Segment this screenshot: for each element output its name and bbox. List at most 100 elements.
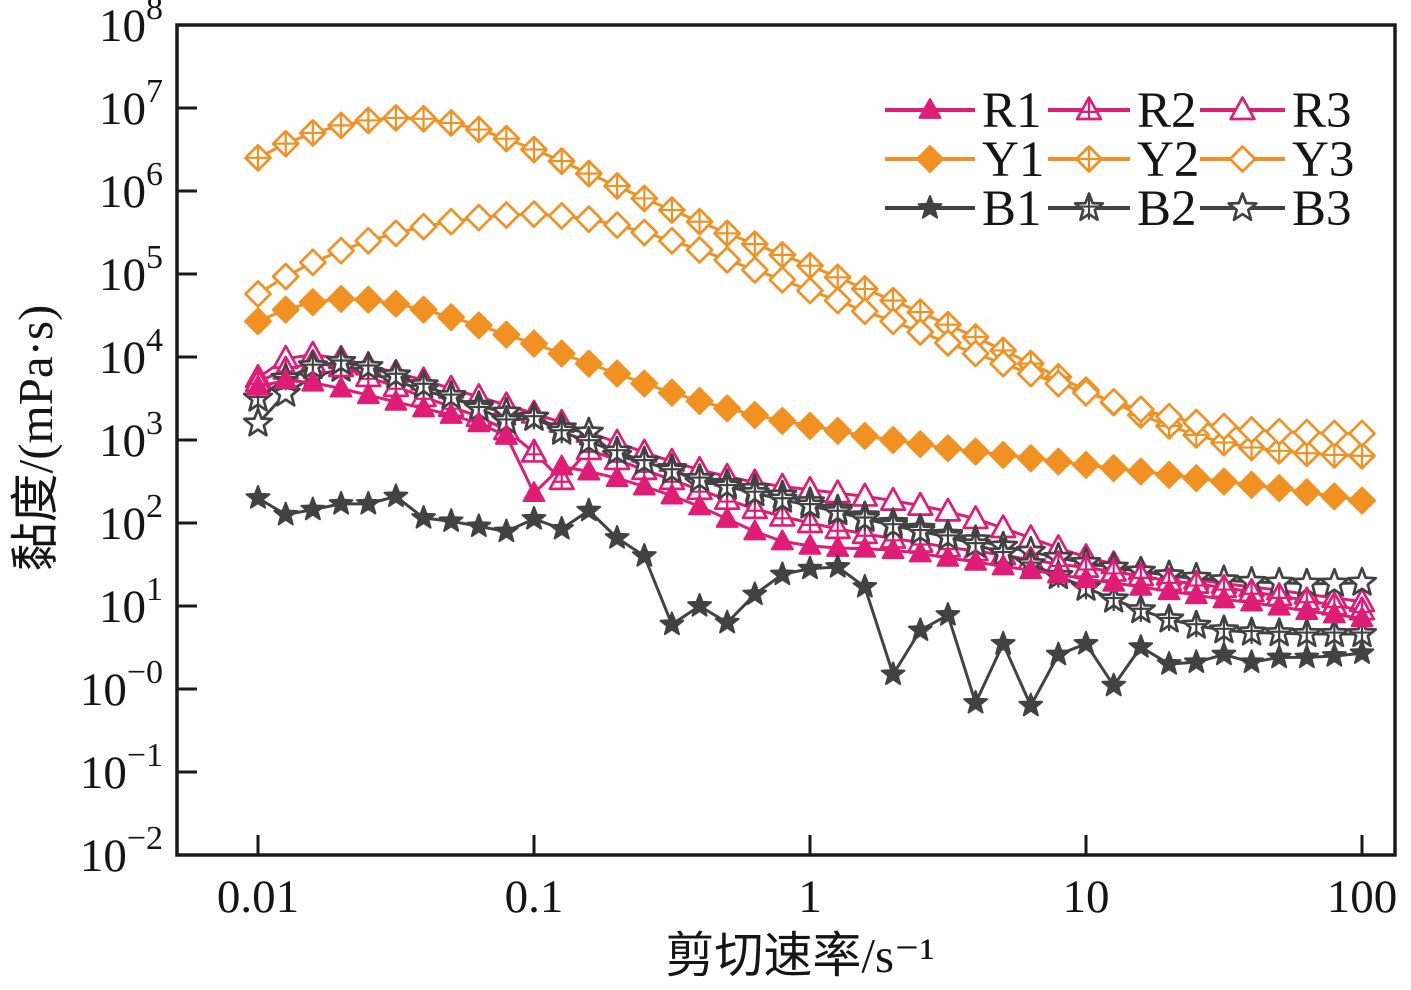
y-tick-label: 10−0 xyxy=(80,654,163,716)
diamond-marker-open xyxy=(906,318,935,346)
legend: R1 R2 R3 Y1 Y2 Y3 B1 B2 B3 xyxy=(885,83,1354,237)
diamond-marker-open xyxy=(1044,369,1073,398)
diamond-marker-filled xyxy=(1182,464,1211,493)
star-marker-crossed xyxy=(712,470,743,500)
star-marker-crossed xyxy=(601,435,633,465)
star-marker-crossed xyxy=(739,477,770,507)
star-marker-open xyxy=(1319,567,1350,597)
x-axis-ticks: 0.01 0.1 1 10 100 xyxy=(217,835,1397,923)
diamond-marker-open xyxy=(437,207,466,236)
triangle-marker-filled xyxy=(1295,599,1319,620)
star-marker-crossed xyxy=(1125,594,1156,624)
y-axis-ticks: 108 107 106 105 104 103 102 101 10−0 10−1 10−2 xyxy=(80,0,197,882)
diamond-marker-crossed xyxy=(1210,428,1238,457)
triangle-marker-filled xyxy=(384,389,408,411)
diamond-marker-crossed xyxy=(603,172,631,200)
star-marker-filled xyxy=(245,485,271,509)
star-marker-filled xyxy=(328,490,354,515)
diamond-marker-crossed xyxy=(796,251,824,280)
legend-label-B3: B3 xyxy=(1292,181,1352,237)
triangle-marker-crossed xyxy=(1075,96,1103,121)
diamond-marker-filled xyxy=(989,440,1018,469)
diamond-marker-open xyxy=(1016,359,1045,388)
star-marker-filled xyxy=(825,554,851,578)
diamond-marker-open xyxy=(464,203,493,232)
triangle-marker-filled xyxy=(798,533,822,555)
diamond-marker-filled xyxy=(768,406,797,435)
diamond-marker-crossed xyxy=(574,159,603,188)
diamond-marker-crossed xyxy=(298,119,327,147)
diamond-marker-open xyxy=(271,262,300,291)
diamond-marker-crossed xyxy=(547,147,576,175)
diamond-marker-crossed xyxy=(271,129,300,158)
diamond-marker-filled xyxy=(685,387,714,416)
diamond-marker-crossed xyxy=(740,230,769,258)
legend-label-B1: B1 xyxy=(982,181,1042,237)
diamond-marker-filled xyxy=(271,295,300,324)
star-marker-filled xyxy=(549,515,575,540)
diamond-marker-open xyxy=(989,349,1018,378)
diamond-marker-filled xyxy=(381,289,410,318)
diamond-marker-open xyxy=(1210,412,1238,441)
diamond-marker-filled xyxy=(298,288,327,317)
diamond-marker-open xyxy=(327,236,355,265)
diamond-marker-filled xyxy=(740,401,769,430)
diamond-marker-filled xyxy=(354,285,383,314)
triangle-marker-filled xyxy=(577,459,601,481)
star-marker-crossed xyxy=(905,515,936,545)
diamond-marker-filled xyxy=(713,394,742,423)
diamond-marker-crossed xyxy=(492,124,521,153)
legend-label-R2: R2 xyxy=(1137,83,1197,139)
triangle-marker-filled xyxy=(329,376,353,398)
star-marker-crossed xyxy=(1319,618,1350,648)
triangle-marker-filled xyxy=(1074,567,1098,589)
star-marker-filled xyxy=(521,505,547,530)
star-marker-filled xyxy=(687,593,712,617)
triangle-marker-filled xyxy=(1212,587,1236,609)
diamond-marker-open xyxy=(603,211,631,239)
diamond-marker-filled xyxy=(1265,474,1294,503)
diamond-marker-open xyxy=(740,256,769,284)
triangle-marker-filled xyxy=(743,519,767,541)
diamond-marker-filled xyxy=(1155,460,1184,489)
y-tick-label: 103 xyxy=(99,405,163,467)
diamond-marker-open xyxy=(547,202,576,230)
diamond-marker-filled xyxy=(1099,454,1128,483)
star-marker-filled xyxy=(604,525,630,549)
star-marker-filled xyxy=(1294,644,1320,669)
diamond-marker-filled xyxy=(1320,482,1349,511)
diamond-marker-open xyxy=(658,226,686,255)
series-B1 xyxy=(245,483,1375,717)
triangle-marker-crossed xyxy=(520,438,548,463)
y-tick-label: 108 xyxy=(99,0,163,52)
legend-label-B2: B2 xyxy=(1137,181,1197,237)
diamond-marker-filled xyxy=(547,339,576,368)
triangle-marker-filled xyxy=(494,423,518,445)
diamond-marker-crossed xyxy=(1237,433,1266,462)
star-marker-crossed xyxy=(794,489,826,519)
star-marker-filled xyxy=(1239,649,1264,673)
triangle-marker-filled xyxy=(1019,558,1043,580)
star-marker-filled xyxy=(852,573,878,598)
legend-item-R1: R1 xyxy=(885,83,1042,139)
star-marker-crossed xyxy=(325,346,357,376)
triangle-marker-filled xyxy=(660,483,684,505)
diamond-marker-crossed xyxy=(327,111,355,140)
x-tick-label: 10 xyxy=(1063,871,1110,923)
series-Y1 xyxy=(244,284,1376,515)
star-marker-filled xyxy=(1101,672,1127,697)
diamond-marker-open xyxy=(1126,395,1155,424)
star-marker-open xyxy=(1346,566,1378,596)
legend-item-B2: B2 xyxy=(1048,181,1197,237)
star-marker-filled xyxy=(742,581,768,606)
triangle-marker-filled xyxy=(918,98,942,119)
star-marker-filled xyxy=(1349,640,1375,664)
star-marker-filled xyxy=(631,543,657,567)
triangle-marker-filled xyxy=(853,536,877,558)
diamond-marker-open xyxy=(492,201,521,229)
triangle-marker-filled xyxy=(467,411,491,433)
diamond-marker-filled xyxy=(657,378,686,407)
star-marker-filled xyxy=(383,483,409,508)
star-marker-crossed xyxy=(1264,617,1295,647)
diamond-marker-filled xyxy=(574,349,603,378)
